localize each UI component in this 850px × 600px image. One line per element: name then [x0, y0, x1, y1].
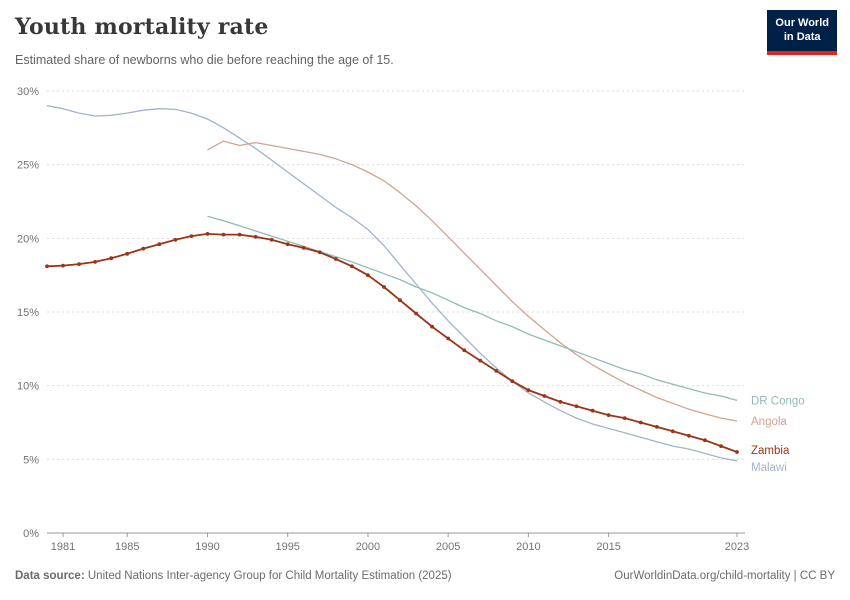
- y-tick-label: 0%: [23, 528, 39, 540]
- x-tick-label: 2023: [725, 541, 749, 553]
- series-line-zambia: [46, 233, 738, 453]
- data-source: Data source: United Nations Inter-agency…: [15, 570, 452, 582]
- data-source-label: Data source:: [15, 570, 85, 582]
- series-marker-zambia: [478, 358, 483, 363]
- series-marker-zambia: [670, 429, 675, 434]
- data-source-text: United Nations Inter-agency Group for Ch…: [87, 570, 452, 582]
- series-marker-zambia: [703, 438, 707, 443]
- series-marker-zambia: [654, 425, 659, 429]
- series-marker-zambia: [606, 413, 611, 417]
- series-marker-zambia: [350, 264, 354, 269]
- series-line-angola: [207, 140, 738, 422]
- series-marker-zambia: [45, 264, 49, 269]
- series-marker-zambia: [93, 260, 97, 264]
- chart-title: Youth mortality rate: [15, 14, 269, 40]
- series-marker-zambia: [430, 324, 434, 329]
- series-marker-zambia: [125, 251, 130, 256]
- series-marker-zambia: [237, 232, 242, 237]
- series-marker-zambia: [414, 311, 418, 316]
- series-marker-zambia: [173, 237, 178, 242]
- series-marker-zambia: [77, 262, 81, 266]
- series-marker-zambia: [735, 450, 739, 454]
- series-marker-zambia: [189, 234, 194, 239]
- series-marker-zambia: [333, 257, 338, 261]
- x-tick-label: 1981: [51, 541, 75, 553]
- series-marker-zambia: [719, 444, 723, 448]
- series-marker-zambia: [366, 273, 370, 278]
- series-marker-zambia: [558, 400, 563, 404]
- chart-footer: Data source: United Nations Inter-agency…: [15, 570, 835, 582]
- series-marker-zambia: [109, 256, 114, 261]
- series-marker-zambia: [446, 336, 451, 341]
- series-marker-zambia: [542, 394, 547, 398]
- series-marker-zambia: [510, 379, 515, 384]
- y-tick-label: 15%: [17, 307, 39, 319]
- series-marker-zambia: [269, 237, 274, 242]
- series-marker-zambia: [462, 348, 467, 353]
- owid-logo-line2: in Data: [783, 31, 821, 44]
- x-tick-label: 1995: [275, 541, 299, 553]
- series-marker-zambia: [157, 242, 162, 247]
- x-tick-label: 2015: [596, 541, 620, 553]
- series-label-malawi: Malawi: [751, 462, 787, 474]
- series-marker-zambia: [494, 369, 499, 373]
- chart-subtitle: Estimated share of newborns who die befo…: [15, 53, 394, 67]
- x-tick-label: 2005: [436, 541, 460, 553]
- y-tick-label: 5%: [23, 454, 39, 466]
- series-marker-zambia: [285, 242, 290, 247]
- series-marker-zambia: [638, 420, 643, 425]
- series-marker-zambia: [301, 246, 306, 250]
- series-label-zambia: Zambia: [751, 445, 790, 457]
- x-tick-label: 1990: [195, 541, 219, 553]
- y-tick-label: 10%: [17, 381, 39, 393]
- series-label-dr-congo: DR Congo: [751, 395, 805, 407]
- x-tick-label: 1985: [115, 541, 139, 553]
- x-tick-label: 2000: [356, 541, 380, 553]
- series-marker-zambia: [317, 250, 322, 255]
- series-line-dr-congo: [207, 215, 738, 402]
- series-marker-zambia: [221, 232, 226, 237]
- x-tick-label: 2010: [516, 541, 540, 553]
- series-marker-zambia: [61, 263, 65, 268]
- series-marker-zambia: [141, 246, 146, 251]
- series-marker-zambia: [526, 388, 531, 392]
- series-label-angola: Angola: [751, 416, 787, 428]
- y-tick-label: 25%: [17, 160, 39, 172]
- series-marker-zambia: [398, 298, 402, 303]
- owid-logo: Our World in Data: [767, 10, 837, 55]
- series-marker-zambia: [574, 404, 579, 409]
- owid-logo-line1: Our World: [775, 17, 829, 29]
- y-tick-label: 20%: [17, 233, 39, 245]
- series-marker-zambia: [687, 433, 691, 438]
- series-line-malawi: [46, 105, 738, 462]
- y-tick-label: 30%: [17, 86, 39, 98]
- series-marker-zambia: [622, 416, 627, 420]
- series-marker-zambia: [253, 235, 258, 239]
- credit-link[interactable]: OurWorldinData.org/child-mortality | CC …: [614, 570, 835, 582]
- series-marker-zambia: [382, 285, 386, 289]
- series-marker-zambia: [590, 408, 595, 413]
- series-marker-zambia: [205, 232, 210, 236]
